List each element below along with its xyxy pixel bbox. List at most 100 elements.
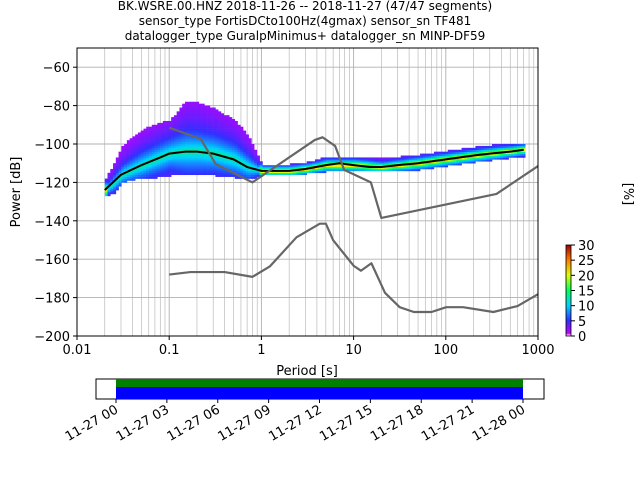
density-cell [157, 124, 161, 128]
density-cell [384, 163, 388, 166]
density-cell [149, 144, 153, 147]
density-cell [386, 163, 390, 166]
density-cell [173, 136, 177, 139]
density-cell [229, 138, 233, 141]
density-cell [146, 138, 150, 141]
density-cell [182, 161, 186, 164]
density-cell [165, 132, 169, 135]
density-cell [229, 126, 233, 129]
density-cell [165, 140, 169, 143]
density-cell [323, 170, 327, 174]
density-cell [182, 172, 186, 176]
density-cell [292, 170, 296, 174]
density-cell [160, 170, 164, 174]
y-tick-label: −200 [34, 330, 70, 345]
density-cell [184, 103, 189, 106]
density-cell [198, 149, 202, 152]
density-cell [254, 151, 258, 154]
density-cell [469, 161, 473, 164]
density-cell [132, 136, 136, 139]
density-cell [516, 145, 520, 149]
density-cell [215, 115, 219, 118]
density-cell [231, 138, 236, 141]
density-cell [259, 167, 263, 170]
density-cell [287, 172, 291, 176]
density-cell [168, 144, 172, 147]
density-cell [243, 136, 247, 139]
density-cell [184, 145, 189, 149]
density-cell [353, 168, 357, 172]
density-cell [475, 145, 479, 149]
density-cell [350, 161, 354, 164]
density-cell [218, 142, 222, 145]
density-cell [444, 159, 449, 162]
density-cell [218, 155, 222, 158]
density-cell [121, 163, 125, 166]
density-cell [276, 172, 280, 176]
density-cell [176, 124, 180, 128]
density-cell [124, 167, 128, 170]
density-cell [231, 128, 236, 131]
density-cell [245, 145, 249, 149]
density-cell [135, 142, 139, 145]
density-cell [231, 147, 236, 151]
density-cell [184, 126, 189, 129]
density-cell [179, 161, 183, 164]
density-cell [190, 126, 194, 129]
density-cell [480, 157, 484, 160]
density-cell [154, 140, 158, 143]
density-cell [137, 132, 142, 135]
density-cell [251, 174, 255, 177]
density-cell [204, 105, 208, 108]
density-cell [110, 188, 114, 191]
density-cell [505, 144, 509, 147]
density-cell [182, 134, 186, 137]
density-cell [489, 159, 493, 162]
colorbar-tick-label: 10 [578, 300, 595, 315]
density-cell [173, 142, 177, 145]
density-cell [149, 149, 153, 152]
density-cell [107, 192, 111, 195]
density-cell [458, 151, 462, 154]
density-cell [146, 165, 150, 168]
density-cell [439, 163, 443, 166]
density-cell [184, 119, 189, 122]
density-cell [140, 147, 144, 151]
density-cell [243, 151, 247, 154]
density-cell [273, 172, 277, 176]
density-cell [173, 120, 177, 124]
density-cell [209, 120, 213, 124]
density-cell [171, 172, 175, 176]
density-cell [187, 153, 191, 156]
density-cell [190, 161, 194, 164]
density-cell [171, 130, 175, 133]
density-cell [212, 130, 216, 133]
density-cell [231, 168, 236, 172]
density-cell [207, 159, 211, 162]
density-cell [248, 153, 252, 156]
density-cell [386, 168, 390, 172]
density-cell [137, 136, 142, 139]
density-cell [439, 155, 443, 158]
density-cell [320, 170, 324, 174]
density-cell [193, 103, 197, 106]
density-cell [215, 144, 219, 147]
density-cell [223, 163, 227, 166]
density-cell [381, 161, 385, 164]
density-cell [162, 167, 166, 170]
density-cell [165, 124, 169, 128]
density-cell [157, 149, 161, 152]
density-cell [140, 170, 144, 174]
density-cell [428, 159, 432, 162]
density-cell [234, 122, 238, 126]
density-cell [373, 159, 377, 162]
density-cell [400, 161, 404, 164]
density-cell [436, 157, 440, 160]
density-cell [251, 144, 255, 147]
density-cell [231, 140, 236, 143]
density-cell [129, 163, 133, 166]
density-cell [196, 134, 200, 137]
density-cell [345, 165, 349, 168]
density-cell [121, 147, 125, 151]
